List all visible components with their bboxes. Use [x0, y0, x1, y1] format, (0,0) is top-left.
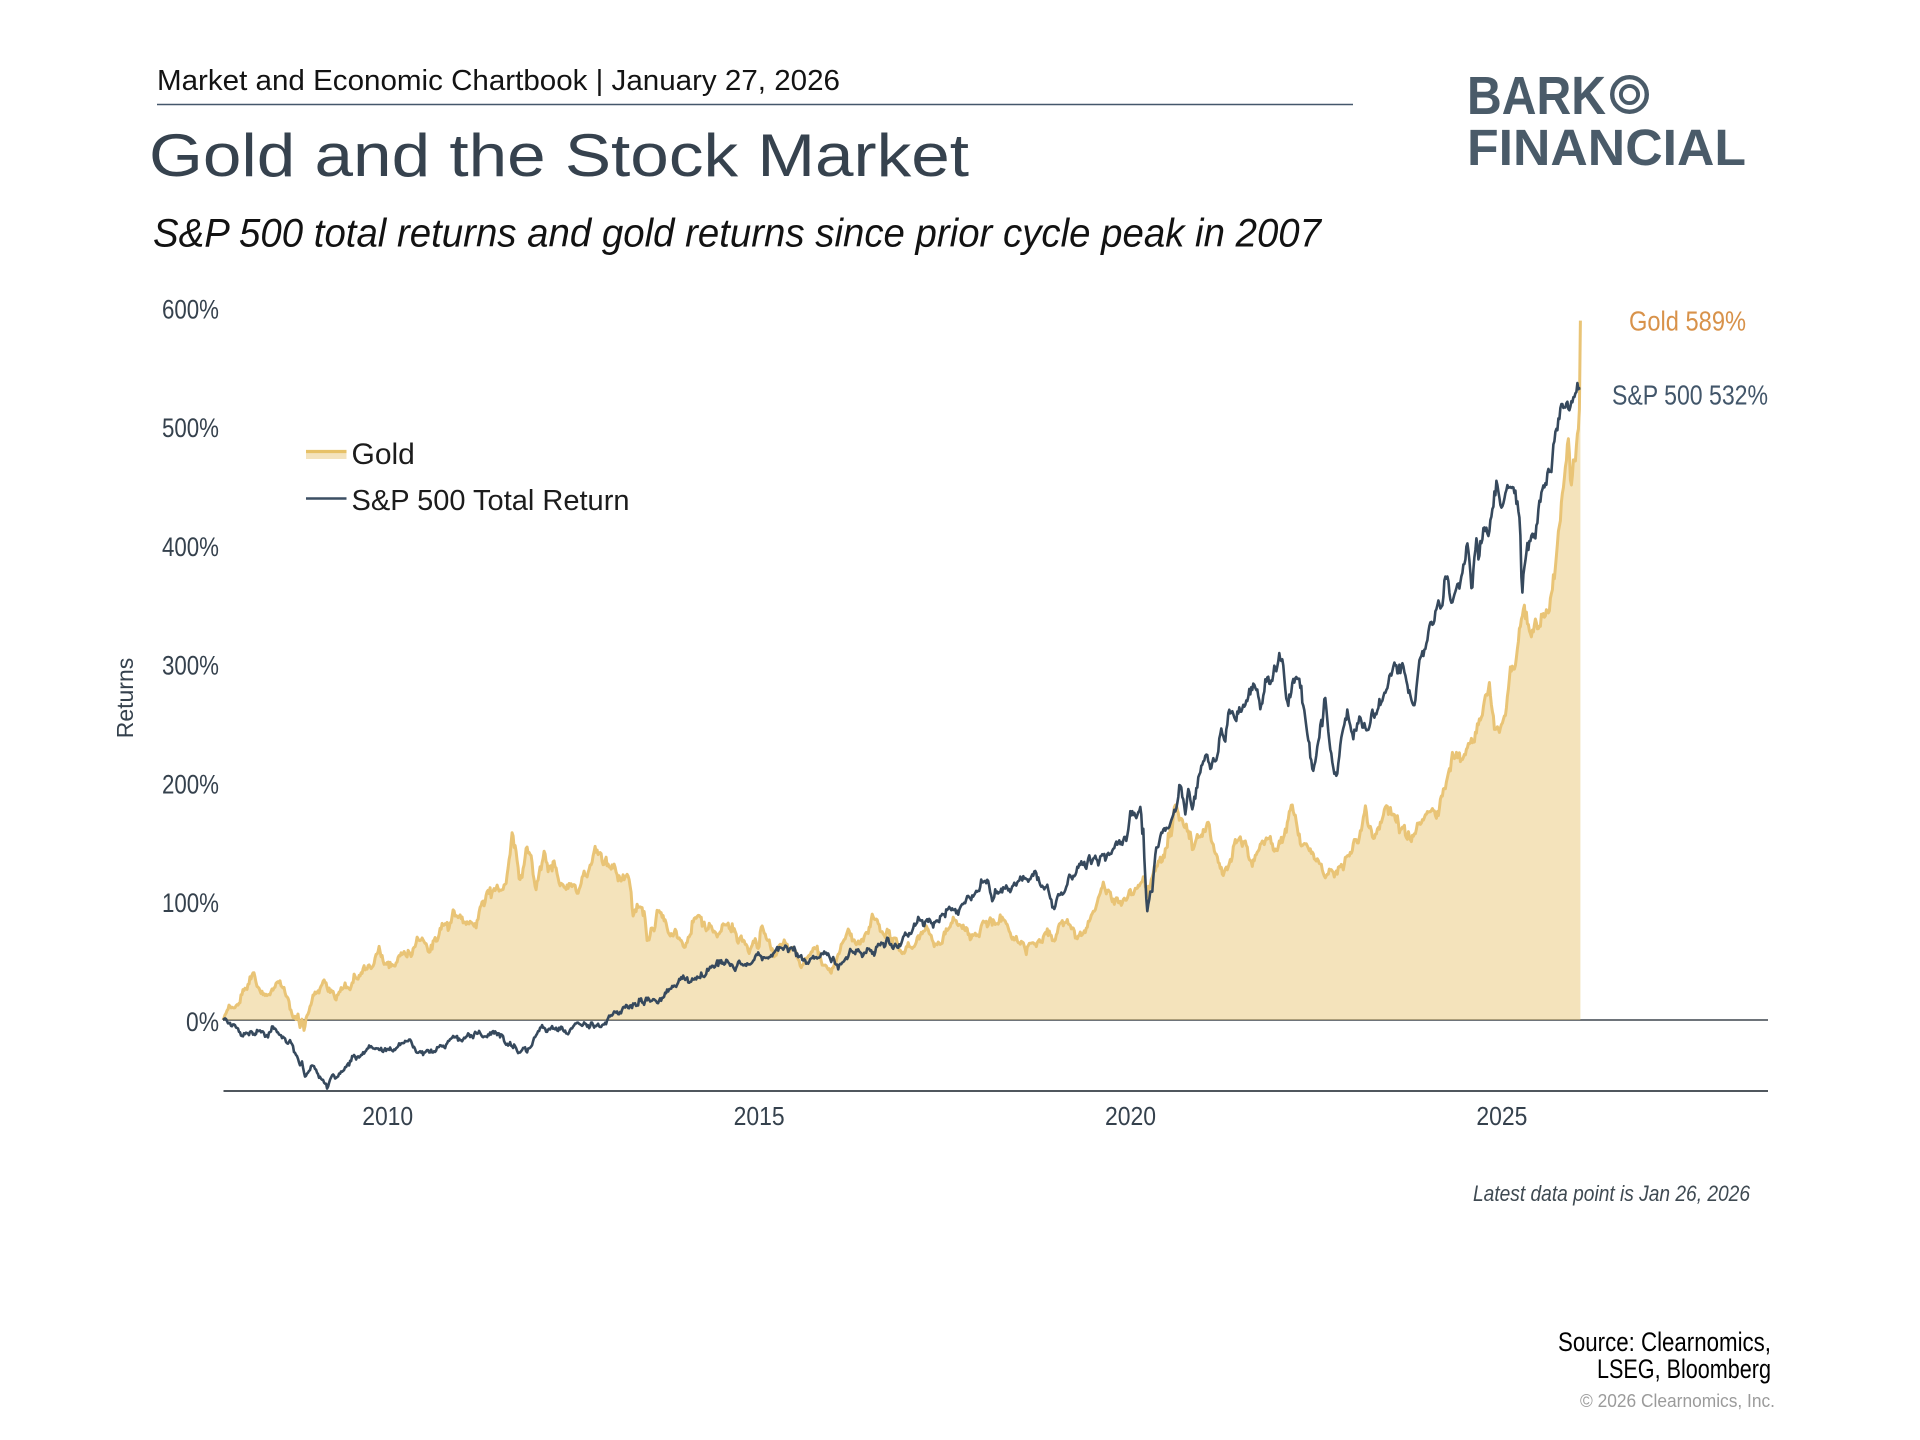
svg-text:2025: 2025 [1476, 1101, 1527, 1131]
svg-text:LSEG, Bloomberg: LSEG, Bloomberg [1597, 1354, 1771, 1384]
svg-text:FINANCIAL: FINANCIAL [1467, 119, 1746, 176]
svg-text:Market and Economic Chartbook: Market and Economic Chartbook | January … [157, 65, 840, 97]
svg-text:Latest data point is Jan 26, 2: Latest data point is Jan 26, 2026 [1473, 1181, 1751, 1206]
svg-text:Gold 589%: Gold 589% [1629, 306, 1746, 337]
svg-text:Gold: Gold [352, 438, 415, 471]
svg-text:© 2026 Clearnomics, Inc.: © 2026 Clearnomics, Inc. [1580, 1390, 1775, 1411]
svg-text:2010: 2010 [362, 1101, 413, 1131]
svg-text:BARK: BARK [1467, 66, 1606, 126]
svg-text:2020: 2020 [1105, 1101, 1156, 1131]
svg-text:600%: 600% [162, 294, 219, 324]
svg-text:2015: 2015 [734, 1101, 785, 1131]
svg-text:300%: 300% [162, 651, 219, 681]
svg-text:500%: 500% [162, 413, 219, 443]
svg-text:S&P 500 Total Return: S&P 500 Total Return [352, 485, 630, 517]
svg-text:S&P 500 total returns and gold: S&P 500 total returns and gold returns s… [153, 212, 1323, 256]
svg-text:Source: Clearnomics,: Source: Clearnomics, [1558, 1327, 1771, 1357]
svg-text:0%: 0% [186, 1007, 219, 1037]
svg-text:Gold and the Stock Market: Gold and the Stock Market [149, 122, 969, 189]
svg-text:Returns: Returns [112, 658, 138, 739]
svg-text:400%: 400% [162, 532, 219, 562]
svg-text:200%: 200% [162, 769, 219, 799]
svg-text:S&P 500 532%: S&P 500 532% [1612, 380, 1768, 411]
svg-text:100%: 100% [162, 888, 219, 918]
